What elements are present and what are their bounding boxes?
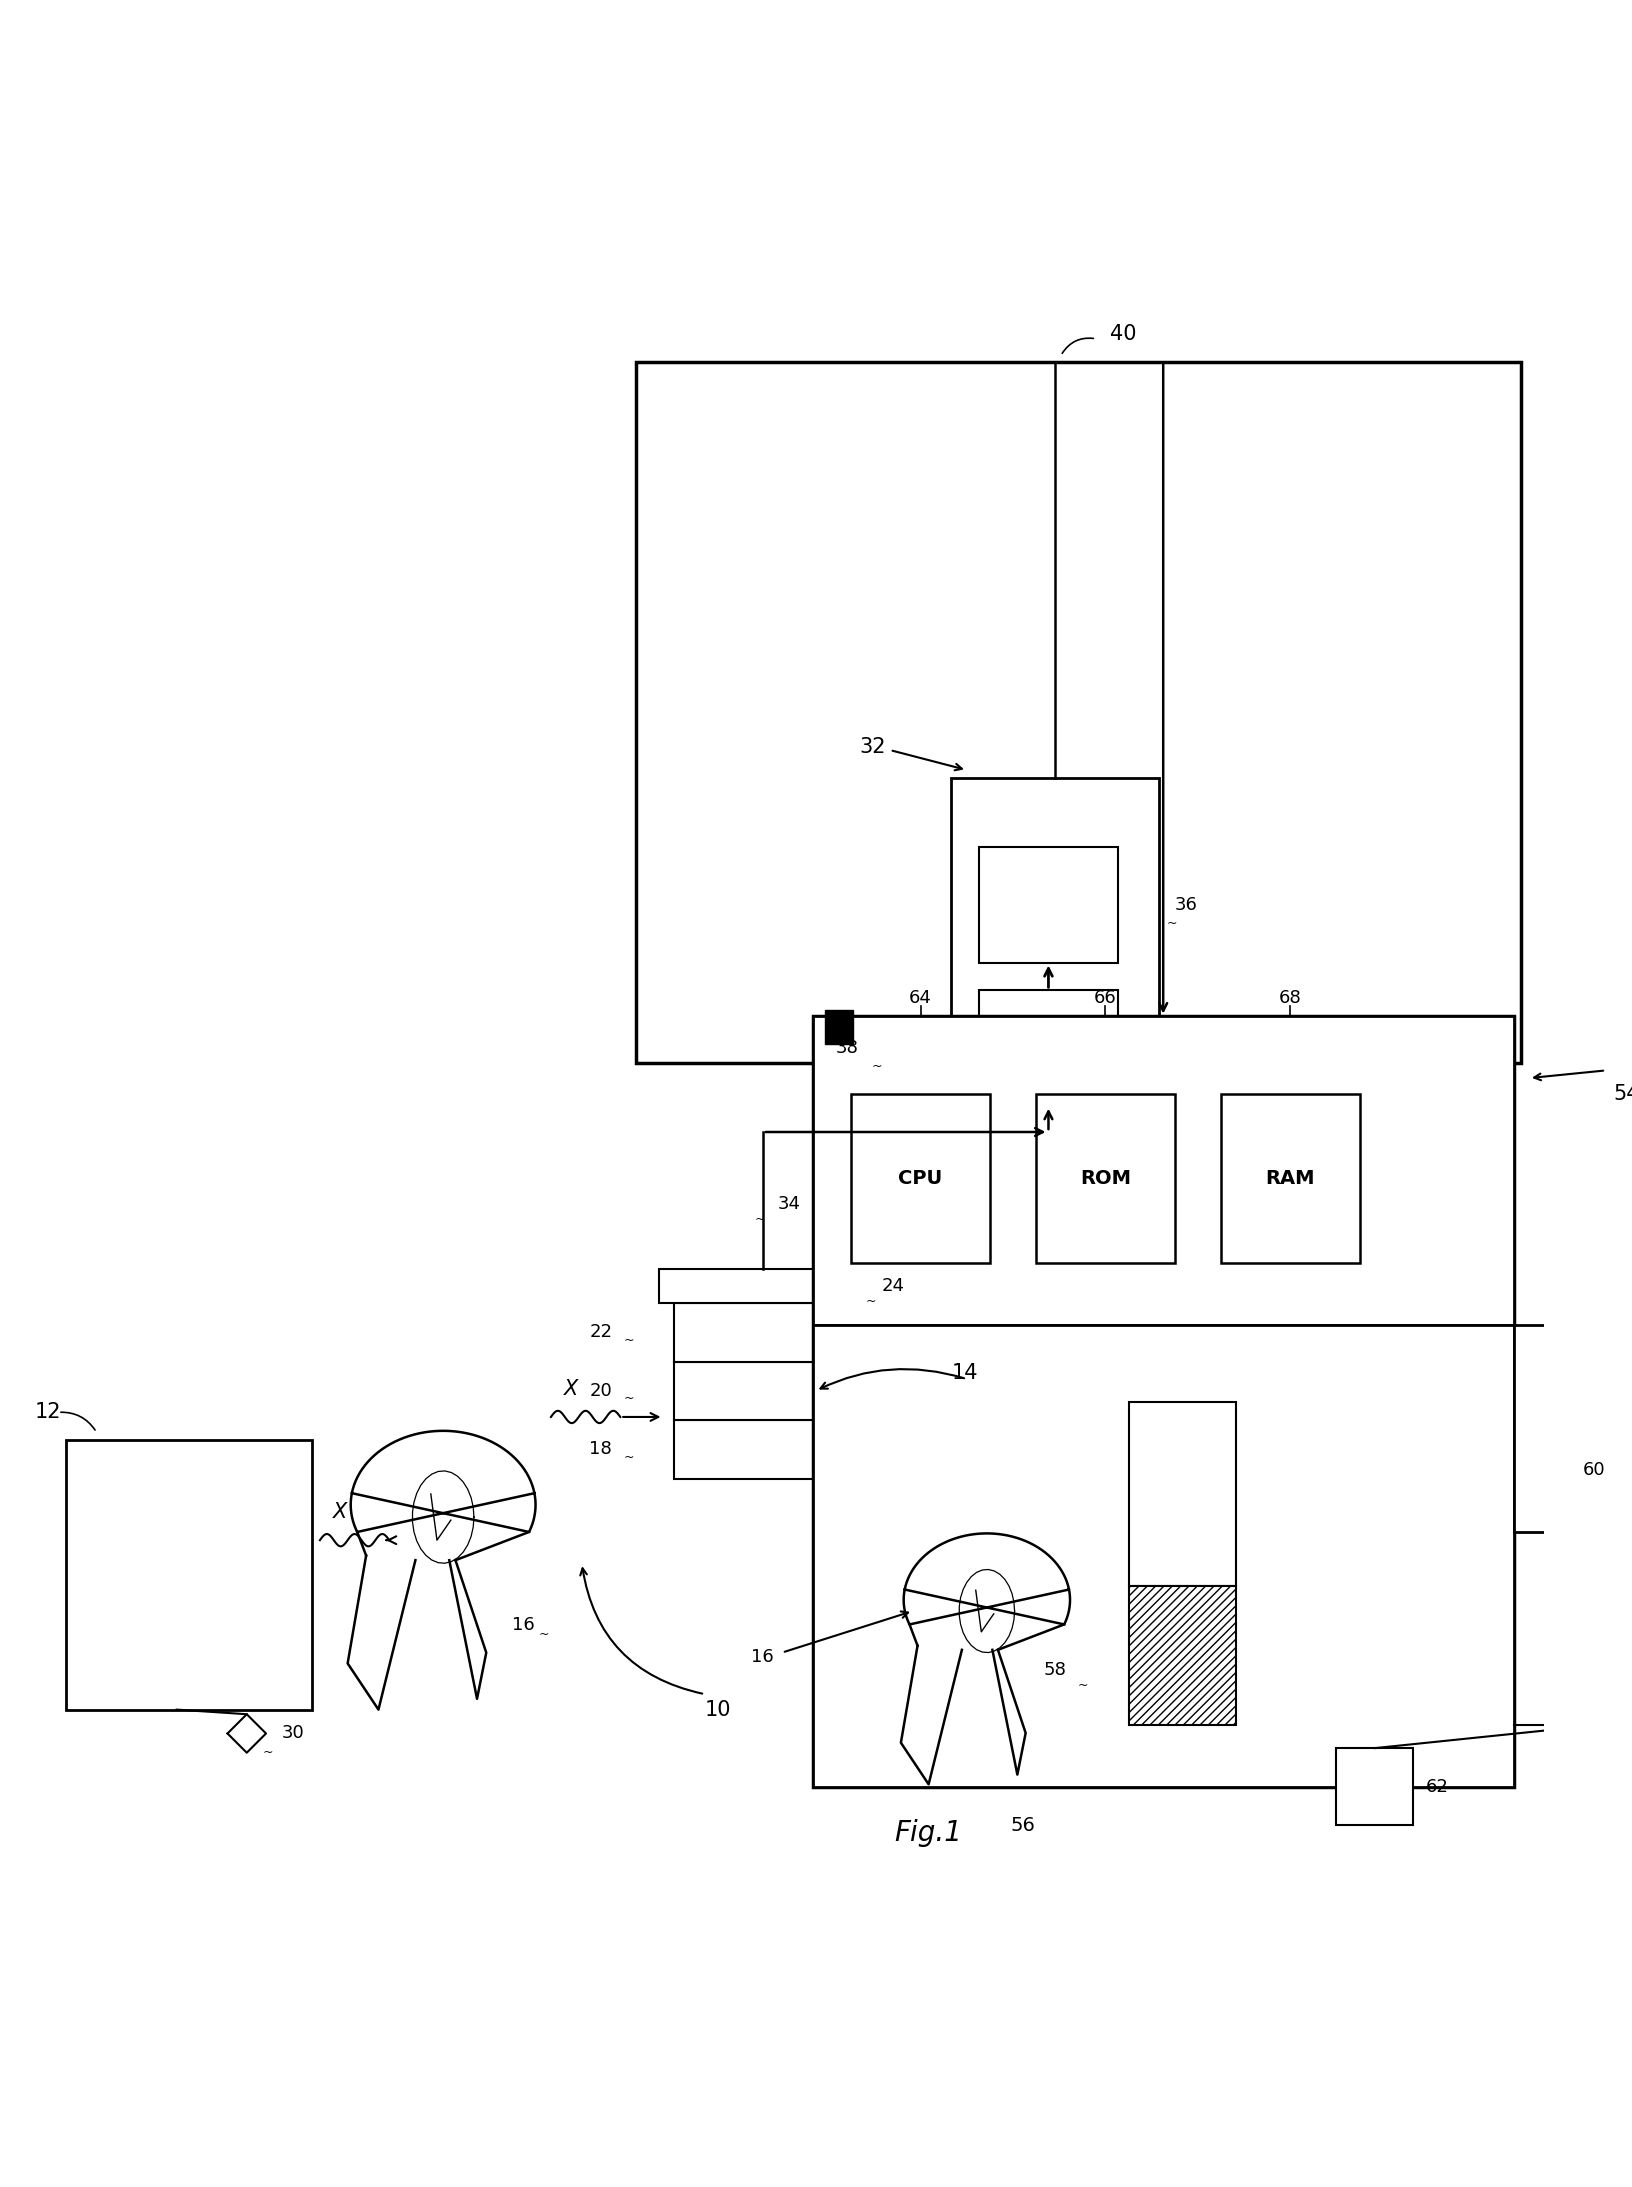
Text: 68: 68: [1279, 989, 1302, 1006]
Text: 34: 34: [778, 1196, 801, 1214]
Bar: [1513, 1325, 1575, 1533]
Bar: [674, 1363, 852, 1419]
Bar: [659, 1268, 867, 1303]
Text: ~: ~: [623, 1391, 633, 1404]
Bar: [979, 846, 1118, 962]
Bar: [813, 1325, 1513, 1787]
Bar: [1129, 1402, 1237, 1586]
Text: ~: ~: [623, 1334, 633, 1347]
Text: 30: 30: [281, 1726, 304, 1743]
Text: CPU: CPU: [899, 1168, 943, 1188]
Bar: [674, 1303, 852, 1363]
Text: 60: 60: [1583, 1461, 1606, 1478]
Text: 62: 62: [1426, 1778, 1449, 1796]
Text: ~: ~: [623, 1450, 633, 1463]
Text: 18: 18: [589, 1441, 612, 1459]
Text: 54: 54: [1614, 1083, 1632, 1104]
Text: 22: 22: [589, 1323, 612, 1341]
Bar: [826, 1010, 854, 1043]
Text: 66: 66: [1093, 989, 1116, 1006]
Text: ~: ~: [756, 1214, 765, 1227]
Bar: [951, 779, 1159, 1139]
Text: ~: ~: [539, 1627, 548, 1640]
Text: X: X: [333, 1502, 348, 1522]
Text: ~: ~: [1077, 1677, 1089, 1691]
Text: ~: ~: [1167, 916, 1178, 929]
Text: 16: 16: [512, 1616, 535, 1634]
Text: 32: 32: [858, 737, 886, 757]
Bar: [979, 991, 1118, 1107]
Text: 20: 20: [589, 1382, 612, 1400]
Text: 58: 58: [1044, 1660, 1067, 1680]
Text: ROM: ROM: [1080, 1168, 1131, 1188]
Text: 12: 12: [34, 1402, 62, 1422]
Text: ~: ~: [865, 1295, 876, 1308]
Text: ~: ~: [871, 1061, 881, 1074]
Bar: [636, 361, 1521, 1063]
Text: Fig.1: Fig.1: [894, 1820, 963, 1846]
Bar: [813, 1017, 1513, 1787]
Bar: [1337, 1747, 1413, 1826]
Text: 10: 10: [705, 1699, 731, 1719]
Text: X: X: [563, 1380, 578, 1400]
Text: 24: 24: [883, 1277, 906, 1295]
Text: 38: 38: [836, 1039, 858, 1056]
Bar: [813, 1017, 1513, 1325]
Bar: [65, 1439, 312, 1710]
Text: 16: 16: [751, 1649, 774, 1666]
Bar: [852, 1094, 991, 1262]
Text: 56: 56: [1010, 1815, 1035, 1835]
Text: 40: 40: [1110, 324, 1136, 343]
Bar: [1221, 1094, 1359, 1262]
Text: 36: 36: [1175, 897, 1198, 914]
Bar: [1129, 1586, 1237, 1726]
Text: ~: ~: [263, 1745, 274, 1758]
Text: 14: 14: [951, 1363, 978, 1382]
Text: RAM: RAM: [1265, 1168, 1315, 1188]
Bar: [1036, 1094, 1175, 1262]
Text: 64: 64: [909, 989, 932, 1006]
Bar: [674, 1419, 852, 1478]
